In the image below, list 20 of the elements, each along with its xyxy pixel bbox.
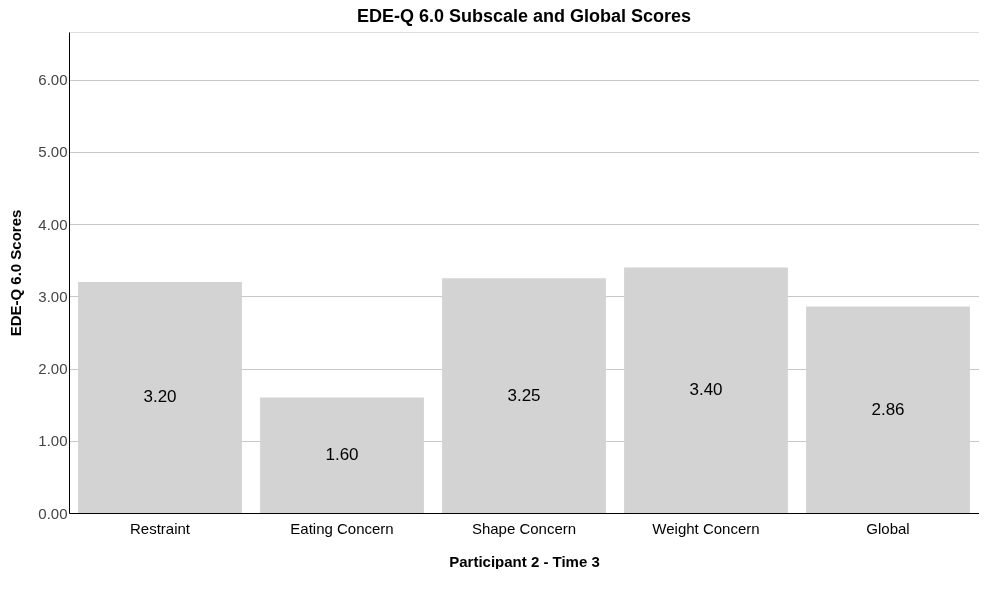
- y-tick-label: 3.00: [38, 287, 68, 305]
- data-label: 3.25: [507, 385, 541, 405]
- x-tick-label: Restraint: [129, 519, 191, 537]
- x-tick-label: Eating Concern: [290, 519, 394, 537]
- y-axis-title: EDE-Q 6.0 Scores: [7, 209, 25, 337]
- x-tick-label: Weight Concern: [652, 519, 760, 537]
- data-label: 1.60: [325, 445, 359, 465]
- x-tick-label: Global: [866, 519, 910, 537]
- x-axis-title: Participant 2 - Time 3: [449, 552, 600, 570]
- y-tick-label: 0.00: [38, 504, 68, 522]
- data-label: 3.40: [689, 380, 723, 400]
- y-tick-label: 1.00: [38, 432, 68, 450]
- y-tick-label: 5.00: [38, 143, 68, 161]
- data-label: 2.86: [871, 399, 905, 419]
- y-tick-label: 4.00: [38, 215, 68, 233]
- y-tick-label: 2.00: [38, 360, 68, 378]
- data-label: 3.20: [143, 387, 177, 407]
- x-tick-label: Shape Concern: [471, 519, 577, 537]
- y-tick-label: 6.00: [38, 71, 68, 89]
- chart-title: EDE-Q 6.0 Subscale and Global Scores: [356, 6, 692, 26]
